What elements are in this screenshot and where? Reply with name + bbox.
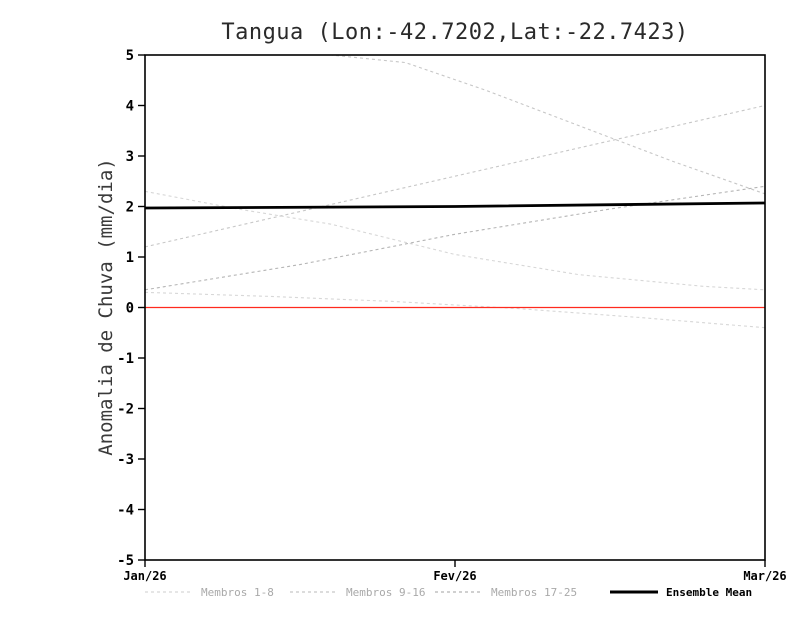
y-tick-label: 0: [126, 301, 134, 317]
y-tick-label: 1: [126, 250, 134, 266]
y-tick-label: -3: [117, 452, 134, 468]
y-tick-label: 2: [126, 200, 134, 216]
y-tick-label: 4: [126, 99, 134, 115]
legend-item: Membros 1-8: [145, 586, 274, 599]
legend-label: Membros 17-25: [491, 586, 577, 599]
member-line: [145, 291, 765, 329]
y-tick-label: -2: [117, 402, 134, 418]
legend-item: Ensemble Mean: [610, 586, 752, 599]
y-tick-label: 3: [126, 149, 134, 165]
plot-border: [144, 54, 766, 561]
series-group: [145, 55, 765, 329]
legend-label: Ensemble Mean: [666, 586, 752, 599]
y-tick-label: -1: [117, 351, 134, 367]
member-line: [145, 185, 765, 291]
legend-label: Membros 1-8: [201, 586, 274, 599]
legend-item: Membros 9-16: [290, 586, 425, 599]
legend-item: Membros 17-25: [435, 586, 577, 599]
y-tick-label: -4: [117, 503, 134, 519]
legend-label: Membros 9-16: [346, 586, 425, 599]
member-line: [325, 55, 765, 195]
chart-title: Tangua (Lon:-42.7202,Lat:-22.7423): [221, 20, 689, 45]
y-tick-label: 5: [126, 48, 134, 64]
x-tick-label: Jan/26: [123, 569, 166, 583]
y-tick-label: -5: [117, 553, 134, 569]
member-line: [145, 190, 765, 291]
x-tick-label: Mar/26: [743, 569, 786, 583]
ensemble-mean-line: [145, 201, 765, 210]
x-tick-label: Fev/26: [433, 569, 476, 583]
member-line: [145, 104, 765, 248]
